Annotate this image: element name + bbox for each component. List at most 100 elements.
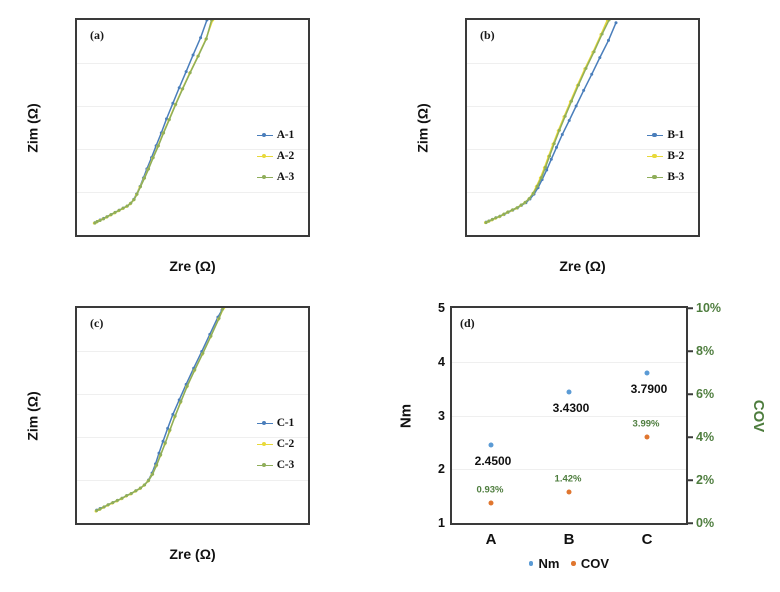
x-axis-tick-label: 24	[209, 523, 223, 525]
left-axis-tick-label: 4	[438, 354, 445, 369]
panel-b-y-axis-title: Zim (Ω)	[414, 103, 431, 153]
panel-a-x-axis-title: Zre (Ω)	[169, 258, 216, 274]
legend-dot-icon	[571, 561, 576, 566]
gridline	[77, 192, 308, 193]
panel-b-legend: B-1 B-2 B-3	[647, 129, 684, 183]
legend-marker-icon	[647, 173, 664, 182]
legend-item-A-2[interactable]: A-2	[256, 150, 295, 162]
legend-marker-icon	[256, 173, 273, 182]
gridline	[77, 63, 308, 64]
panel-c: Zim (Ω) 08162432400816243240C-1C-2C-3 (c…	[0, 288, 390, 584]
right-axis-tick-label: 4%	[696, 430, 715, 444]
series-A-1	[93, 20, 209, 225]
x-axis-tick-label: 40	[301, 523, 310, 525]
right-axis-tick-label: 10%	[696, 301, 722, 315]
gridline	[452, 469, 686, 471]
legend-item-label: C-1	[276, 417, 295, 429]
panel-b-x-axis-title: Zre (Ω)	[559, 258, 606, 274]
legend-item-C-3[interactable]: C-3	[256, 459, 295, 471]
left-axis-tick-label: 3	[438, 408, 445, 423]
cov-data-point	[566, 489, 572, 495]
legend-item-B-3[interactable]: B-3	[647, 171, 684, 183]
legend-item-label: B-1	[667, 129, 684, 141]
gridline	[467, 149, 698, 150]
series-B-1	[484, 21, 618, 224]
legend-dot-icon	[528, 561, 534, 566]
legend-item-A-3[interactable]: A-3	[256, 171, 294, 183]
nm-data-label: 2.4500	[474, 454, 512, 469]
legend-item-C-1[interactable]: C-1	[256, 417, 295, 429]
right-axis-tick-mark	[687, 307, 693, 309]
left-axis-tick-label: 5	[438, 301, 445, 315]
series-C-2	[94, 308, 226, 513]
legend-item-A-1[interactable]: A-1	[256, 129, 294, 141]
legend-item-nm[interactable]: Nm	[528, 556, 560, 571]
x-axis-tick-label: 32	[255, 235, 269, 237]
legend-item-label: C-3	[276, 459, 295, 471]
x-axis-tick-label: 8	[510, 235, 517, 237]
gridline	[77, 106, 308, 107]
legend-item-label: Nm	[538, 556, 560, 571]
gridline	[77, 394, 308, 395]
legend-marker-icon	[256, 440, 273, 449]
gridline	[452, 361, 686, 363]
panel-d: Nm COV 1 2 3 4 5 0% 2% 4% 6% 8% 10% A B C 2.4500 3.4300…	[390, 288, 780, 584]
cov-data-label: 3.99%	[632, 418, 660, 430]
right-axis-tick-mark	[687, 436, 693, 438]
gridline	[77, 351, 308, 352]
legend-marker-icon	[256, 131, 273, 140]
category-label-C: C	[641, 531, 653, 548]
right-axis-tick-label: 2%	[696, 473, 715, 487]
legend-marker-icon	[256, 419, 273, 428]
panel-d-plot-area: 1 2 3 4 5 0% 2% 4% 6% 8% 10% A B C 2.4500 3.4300 3.7900 0…	[438, 301, 721, 548]
x-axis-tick-label: 0	[75, 523, 80, 525]
x-axis-tick-label: 16	[162, 235, 176, 237]
gridline	[452, 415, 686, 417]
nm-data-point	[488, 442, 494, 448]
legend-item-B-1[interactable]: B-1	[647, 129, 684, 141]
left-axis-tick-label: 1	[438, 516, 445, 530]
series-B-3	[484, 20, 611, 225]
right-axis-tick-label: 8%	[696, 344, 715, 358]
nm-data-point	[566, 389, 572, 395]
series-A-3	[93, 20, 214, 225]
x-axis-tick-label: 8	[120, 523, 127, 525]
x-axis-tick-label: 40	[691, 235, 700, 237]
legend-item-label: A-2	[276, 150, 295, 162]
legend-item-label: COV	[580, 556, 610, 571]
legend-item-label: B-2	[667, 150, 684, 162]
category-label-B: B	[563, 531, 575, 548]
cov-data-label: 1.42%	[554, 473, 582, 485]
x-axis-tick-label: 32	[645, 235, 659, 237]
gridline	[77, 480, 308, 481]
gridline	[467, 63, 698, 64]
legend-item-C-2[interactable]: C-2	[256, 438, 294, 450]
right-axis-tick-label: 0%	[696, 516, 715, 530]
legend-marker-icon	[647, 152, 664, 161]
legend-item-B-2[interactable]: B-2	[647, 150, 684, 162]
legend-marker-icon	[647, 131, 664, 140]
panel-c-tag: (c)	[90, 316, 104, 330]
x-axis-tick-label: 16	[162, 523, 176, 525]
series-layer	[483, 20, 618, 225]
panel-d-legend: Nm COV	[450, 556, 688, 571]
gridline	[467, 192, 698, 193]
panel-b-plot-area: 08162432400816243240B-1B-2B-3	[465, 18, 700, 237]
panel-a-tag: (a)	[90, 28, 104, 42]
series-C-1	[95, 308, 224, 512]
gridline	[77, 149, 308, 150]
x-axis-tick-label: 16	[552, 235, 566, 237]
panel-a-y-axis-title: Zim (Ω)	[24, 103, 41, 153]
series-layer	[92, 20, 215, 225]
panel-c-y-axis-title: Zim (Ω)	[24, 391, 41, 441]
nm-data-label: 3.4300	[552, 401, 590, 416]
legend-item-cov[interactable]: COV	[571, 556, 609, 571]
panel-a-plot-area: 08162432400816243240A-1A-2A-3	[75, 18, 310, 237]
panel-c-x-axis-title: Zre (Ω)	[169, 546, 216, 562]
panel-d-left-axis-title: Nm	[397, 403, 415, 429]
right-axis-tick-mark	[687, 350, 693, 352]
legend-marker-icon	[256, 152, 273, 161]
x-axis-tick-label: 8	[120, 235, 127, 237]
cov-data-label: 0.93%	[476, 484, 504, 496]
